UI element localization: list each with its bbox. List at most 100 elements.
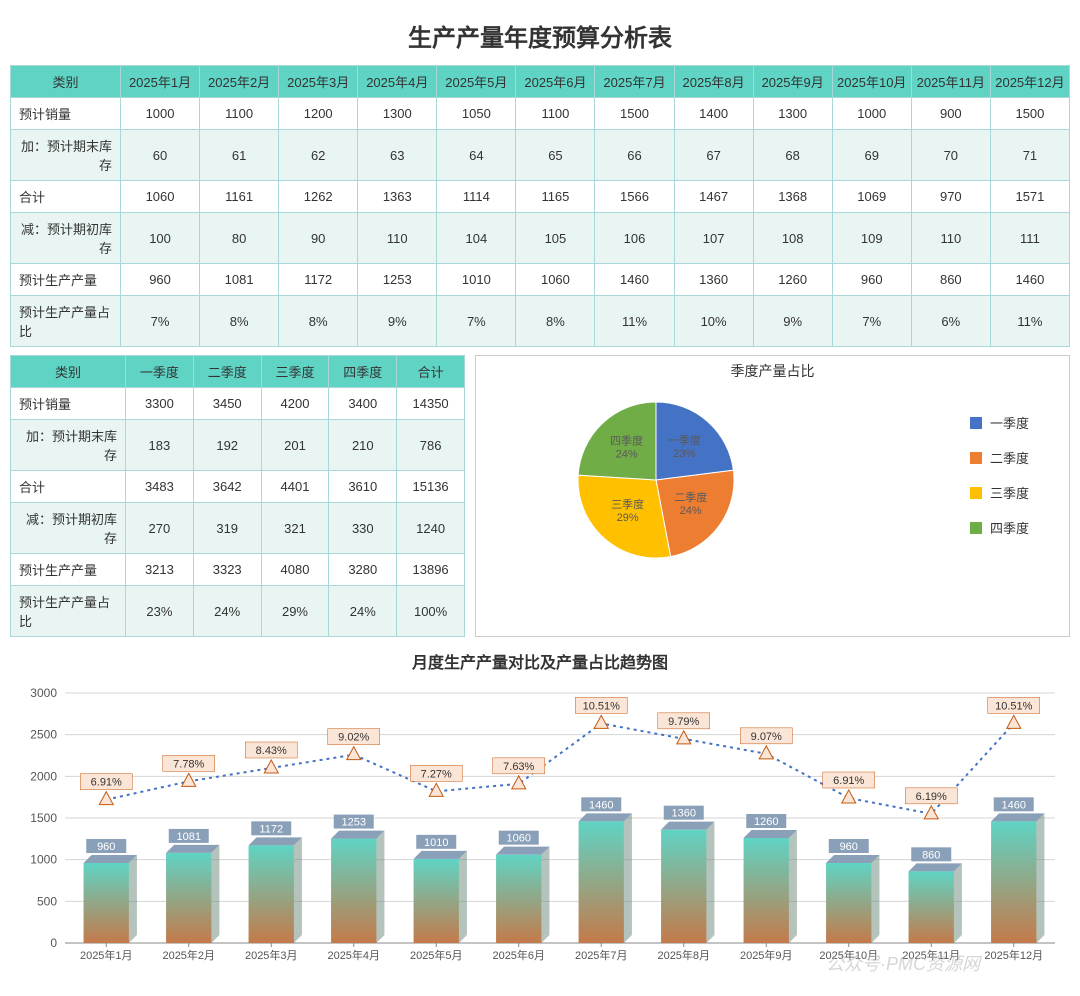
legend-label: 一季度 xyxy=(990,413,1029,432)
cell: 100% xyxy=(397,586,465,637)
cell: 69 xyxy=(832,130,911,181)
cell: 66 xyxy=(595,130,674,181)
col-header-month: 2025年10月 xyxy=(832,66,911,98)
row-label: 预计生产产量占比 xyxy=(11,296,121,347)
cell: 1114 xyxy=(437,181,516,213)
legend-item: 二季度 xyxy=(970,448,1029,467)
bar-chart-title: 月度生产产量对比及产量占比趋势图 xyxy=(10,649,1070,673)
x-tick-label: 2025年1月 xyxy=(80,948,133,962)
legend-label: 三季度 xyxy=(990,483,1029,502)
cell: 1060 xyxy=(121,181,200,213)
x-tick-label: 2025年2月 xyxy=(162,948,215,962)
cell: 110 xyxy=(358,213,437,264)
cell: 1000 xyxy=(121,98,200,130)
cell: 1566 xyxy=(595,181,674,213)
cell: 1100 xyxy=(516,98,595,130)
legend-label: 二季度 xyxy=(990,448,1029,467)
trend-marker xyxy=(512,776,526,789)
bar xyxy=(826,863,871,943)
x-tick-label: 2025年9月 xyxy=(740,948,793,962)
bar xyxy=(496,855,541,943)
x-tick-label: 2025年8月 xyxy=(657,948,710,962)
bar-side xyxy=(294,837,302,943)
cell: 1363 xyxy=(358,181,437,213)
col-header-month: 2025年9月 xyxy=(753,66,832,98)
bar-side xyxy=(706,822,714,943)
pie-chart-panel: 季度产量占比 一季度23%二季度24%三季度29%四季度24% 一季度二季度三季… xyxy=(475,355,1070,637)
bar xyxy=(414,859,459,943)
bar-value-label: 1360 xyxy=(672,808,696,820)
row-label: 加：预计期末库存 xyxy=(11,130,121,181)
cell: 1500 xyxy=(990,98,1069,130)
bar-side xyxy=(211,845,219,943)
col-header-month: 2025年4月 xyxy=(358,66,437,98)
col-header-month: 2025年7月 xyxy=(595,66,674,98)
legend-item: 一季度 xyxy=(970,413,1029,432)
cell: 1060 xyxy=(516,264,595,296)
pct-label: 7.78% xyxy=(173,758,204,770)
bar xyxy=(84,863,129,943)
row-label: 减：预计期初库存 xyxy=(11,213,121,264)
col-header-quarter: 一季度 xyxy=(126,356,194,388)
y-tick-label: 1500 xyxy=(30,811,57,825)
cell: 8% xyxy=(279,296,358,347)
trend-marker xyxy=(182,773,196,786)
cell: 11% xyxy=(595,296,674,347)
cell: 1253 xyxy=(358,264,437,296)
cell: 1081 xyxy=(200,264,279,296)
cell: 1260 xyxy=(753,264,832,296)
y-tick-label: 3000 xyxy=(30,686,57,700)
cell: 1100 xyxy=(200,98,279,130)
cell: 63 xyxy=(358,130,437,181)
cell: 8% xyxy=(200,296,279,347)
y-tick-label: 0 xyxy=(50,936,57,950)
cell: 3280 xyxy=(329,554,397,586)
cell: 210 xyxy=(329,420,397,471)
col-header-month: 2025年1月 xyxy=(121,66,200,98)
cell: 319 xyxy=(193,503,261,554)
cell: 7% xyxy=(121,296,200,347)
pct-label: 10.51% xyxy=(583,700,621,712)
cell: 14350 xyxy=(397,388,465,420)
trend-marker xyxy=(842,790,856,803)
bar-value-label: 1060 xyxy=(507,833,531,845)
pie-slice-pct: 29% xyxy=(617,512,639,524)
cell: 60 xyxy=(121,130,200,181)
cell: 1262 xyxy=(279,181,358,213)
x-tick-label: 2025年3月 xyxy=(245,948,298,962)
bar-value-label: 1253 xyxy=(342,817,366,829)
cell: 970 xyxy=(911,181,990,213)
pct-label: 9.07% xyxy=(751,731,782,743)
bar-side xyxy=(459,851,467,943)
cell: 1400 xyxy=(674,98,753,130)
trend-marker xyxy=(924,806,938,819)
cell: 1368 xyxy=(753,181,832,213)
cell: 3483 xyxy=(126,471,194,503)
bar xyxy=(579,821,624,943)
cell: 10% xyxy=(674,296,753,347)
cell: 1460 xyxy=(990,264,1069,296)
legend-swatch xyxy=(970,417,982,429)
pie-slice-pct: 24% xyxy=(616,449,638,461)
x-tick-label: 2025年12月 xyxy=(984,948,1043,962)
bar-top xyxy=(744,830,797,838)
cell: 192 xyxy=(193,420,261,471)
cell: 111 xyxy=(990,213,1069,264)
cell: 3213 xyxy=(126,554,194,586)
legend-swatch xyxy=(970,487,982,499)
cell: 7% xyxy=(832,296,911,347)
bar-top xyxy=(331,831,384,839)
trend-marker xyxy=(759,746,773,759)
legend-label: 四季度 xyxy=(990,518,1029,537)
cell: 62 xyxy=(279,130,358,181)
bar xyxy=(661,830,706,943)
cell: 110 xyxy=(911,213,990,264)
trend-marker xyxy=(594,715,608,728)
cell: 109 xyxy=(832,213,911,264)
bar-side xyxy=(129,855,137,943)
col-header-category: 类别 xyxy=(11,66,121,98)
bar-value-label: 1260 xyxy=(754,816,778,828)
cell: 90 xyxy=(279,213,358,264)
page-title: 生产产量年度预算分析表 xyxy=(10,18,1070,53)
bar-value-label: 960 xyxy=(840,841,858,853)
